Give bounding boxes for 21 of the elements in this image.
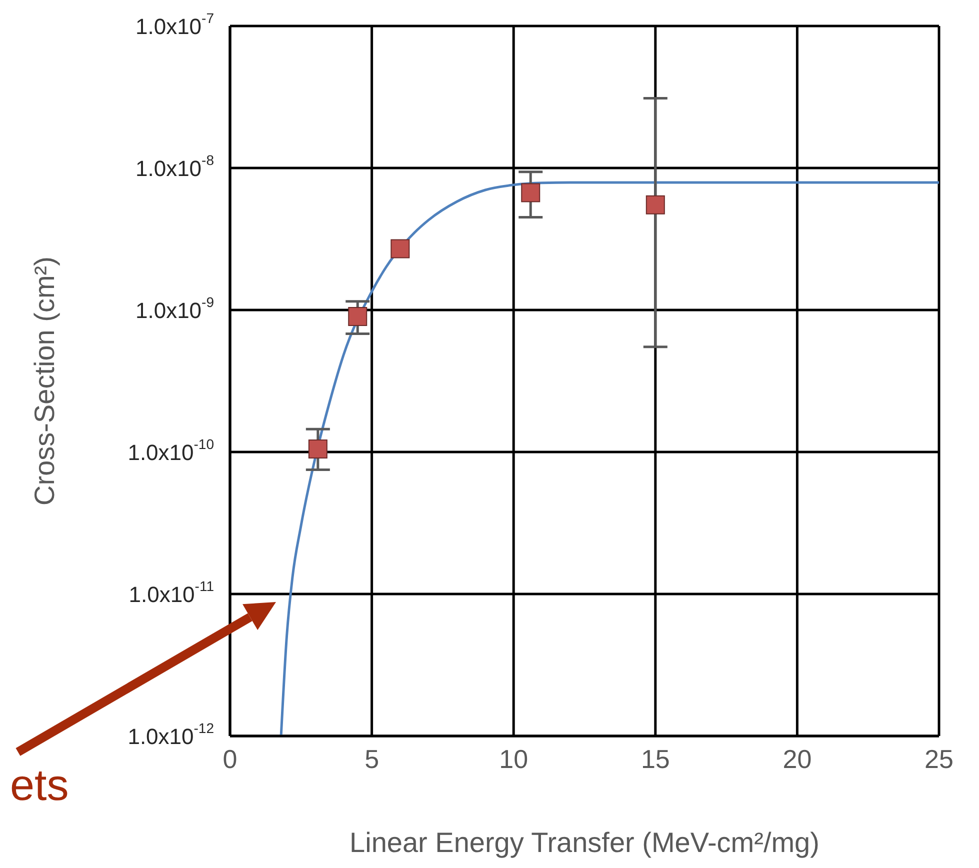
point (521, 183, 540, 202)
point (348, 307, 368, 326)
y-tick-label: 1.0x10$^{-7}$ (135, 10, 214, 38)
x-tick-label: 20 (782, 744, 812, 774)
x-tick-label: 0 (222, 744, 238, 774)
y-tick-label: 1.0x10$^{-8}$ (135, 152, 214, 180)
point (646, 195, 665, 214)
x-axis-title: Linear Energy Transfer (MeV-cm²/mg) (350, 827, 820, 858)
text: ets (10, 761, 69, 810)
y-tick-label: 1.0x10$^{-12}$ (128, 720, 214, 748)
point (390, 239, 410, 258)
y-tick-label: 1.0x10$^{-9}$ (135, 294, 214, 322)
x-tick-label: 5 (364, 744, 380, 774)
x-tick-label: 10 (499, 744, 528, 774)
y-axis-title: Cross-Section (cm²) (29, 256, 60, 506)
x-tick-label: 15 (640, 744, 670, 774)
x-tick-label: 25 (924, 744, 954, 774)
point (308, 439, 328, 458)
y-tick-label: 1.0x10$^{-10}$ (128, 436, 214, 464)
line-series (280, 181, 939, 736)
y-tick-label: 1.0x10$^{-11}$ (128, 578, 214, 606)
